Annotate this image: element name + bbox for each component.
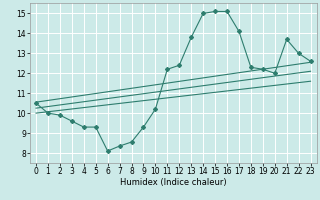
X-axis label: Humidex (Indice chaleur): Humidex (Indice chaleur): [120, 178, 227, 187]
